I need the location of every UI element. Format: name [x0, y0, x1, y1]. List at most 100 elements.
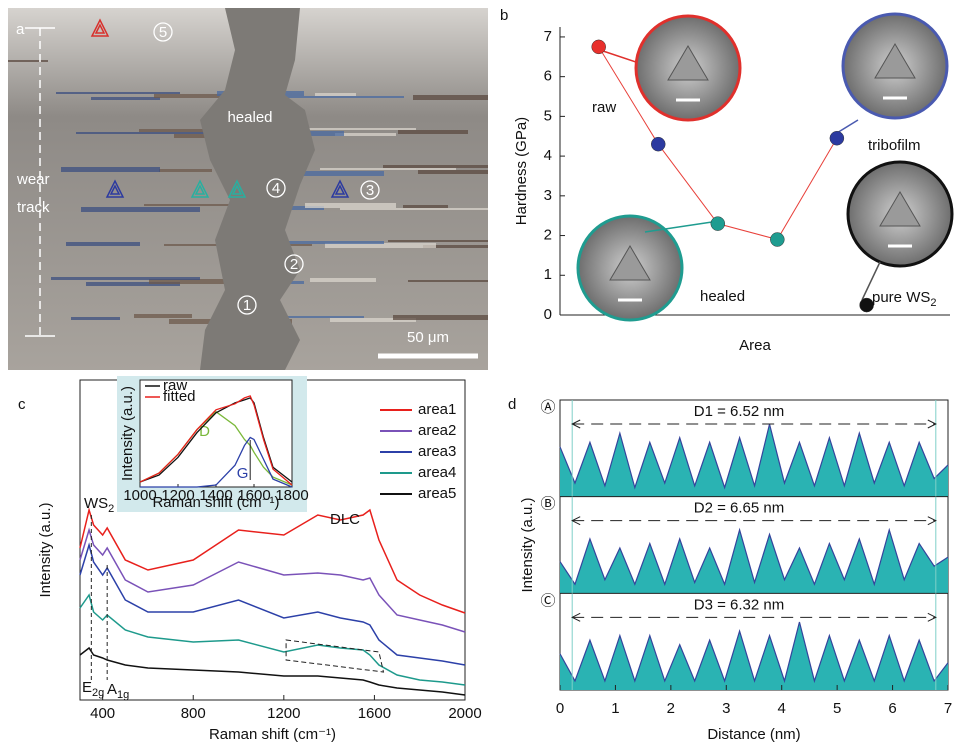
panel-label: c	[18, 396, 26, 413]
wear-streak	[388, 240, 488, 242]
spacing-label: D2 = 6.65 nm	[694, 500, 784, 517]
spacing-label: D3 = 6.32 nm	[694, 596, 784, 613]
y-tick-label: 0	[544, 306, 552, 323]
data-point	[770, 233, 784, 247]
spectrum-line	[80, 648, 465, 695]
x-tick-label: 1	[611, 700, 619, 717]
profile-area	[560, 530, 948, 593]
profile-label: Ⓒ	[540, 592, 555, 609]
wear-streak	[320, 168, 456, 170]
annotation: DLC	[330, 511, 360, 528]
spectrum-line	[80, 510, 465, 613]
y-tick-label: 1	[544, 266, 552, 283]
wear-streak	[159, 169, 212, 172]
wear-streak	[310, 278, 376, 282]
annotation-sub: 2	[930, 297, 936, 309]
image-label: healed	[227, 109, 272, 126]
x-tick-label: 400	[90, 705, 115, 722]
x-tick-label: 1600	[358, 705, 391, 722]
profile-label: Ⓑ	[540, 496, 555, 513]
dlc-box	[286, 640, 383, 672]
x-tick-label: 6	[888, 700, 896, 717]
annotation-main: E	[82, 679, 92, 696]
x-tick-label: 7	[944, 700, 952, 717]
wear-streak	[134, 314, 192, 318]
wear-streak	[61, 167, 160, 172]
wear-streak	[66, 242, 140, 246]
y-axis-title: Intensity (a.u.)	[519, 497, 536, 592]
y-tick-label: 2	[544, 227, 552, 244]
x-tick-label: 2000	[448, 705, 481, 722]
image-label: wear	[16, 171, 50, 188]
profile-label: Ⓐ	[540, 399, 555, 416]
wear-streak	[335, 133, 396, 136]
spacing-label: D1 = 6.52 nm	[694, 403, 784, 420]
panel-label: d	[508, 396, 516, 413]
y-tick-label: 6	[544, 68, 552, 85]
legend-label: area1	[418, 401, 456, 418]
data-point	[711, 217, 725, 231]
scale-bar-label: 50 μm	[407, 329, 449, 346]
y-tick-label: 3	[544, 187, 552, 204]
x-tick-label: 2	[667, 700, 675, 717]
wear-streak	[408, 280, 488, 282]
wear-streak	[305, 203, 396, 208]
annotation: WS2	[84, 495, 114, 515]
wear-streak	[413, 95, 488, 100]
wear-streak	[76, 132, 220, 134]
annotation: tribofilm	[868, 137, 921, 154]
wear-streak	[81, 207, 200, 212]
x-axis-title: Distance (nm)	[707, 726, 800, 743]
x-tick-label: 4	[778, 700, 786, 717]
annotation: A1g	[107, 681, 129, 701]
wear-streak	[71, 317, 120, 320]
panel-label: b	[500, 7, 508, 24]
annotation-sub: 2g	[92, 687, 104, 699]
legend-label: area5	[418, 485, 456, 502]
x-axis-title: Area	[739, 337, 771, 354]
wear-streak	[418, 170, 488, 174]
x-tick-label: 0	[556, 700, 564, 717]
annotation-main: healed	[700, 288, 745, 305]
spectrum-line	[80, 595, 465, 685]
annotation-main: raw	[592, 99, 616, 116]
x-tick-label: 1200	[267, 705, 300, 722]
wear-streak	[91, 97, 160, 100]
data-point	[592, 40, 606, 54]
y-axis-title: Hardness (GPa)	[513, 117, 530, 225]
legend-label: area2	[418, 422, 456, 439]
wear-streak	[8, 60, 48, 62]
x-tick-label: 3	[722, 700, 730, 717]
x-axis-title: Raman shift (cm⁻¹)	[152, 494, 279, 511]
y-tick-label: 7	[544, 28, 552, 45]
annotation: pure WS2	[872, 289, 936, 309]
x-tick-label: 800	[181, 705, 206, 722]
annotation: E2g	[82, 679, 104, 699]
wear-streak	[56, 92, 180, 94]
wear-streak	[403, 205, 448, 208]
x-tick-label: 1800	[275, 487, 308, 504]
annotation-main: tribofilm	[868, 137, 921, 154]
annotation-main: pure WS	[872, 289, 930, 306]
y-tick-label: 4	[544, 147, 552, 164]
component-label: G	[237, 465, 249, 482]
annotation-main: WS	[84, 495, 108, 512]
wear-streak	[300, 128, 416, 130]
x-axis-title: Raman shift (cm⁻¹)	[209, 726, 336, 743]
wear-streak	[340, 208, 488, 210]
x-tick-label: 5	[833, 700, 841, 717]
spectrum-line	[80, 530, 465, 632]
area-marker: 5	[159, 24, 167, 41]
legend-label: fitted	[163, 388, 196, 405]
figure: ahealedweartrack5432150 μmb01234567Hardn…	[0, 0, 957, 747]
image-label: track	[17, 199, 50, 216]
y-axis-title: Intensity (a.u.)	[37, 502, 54, 597]
inset-arrow	[600, 50, 636, 62]
annotation-sub: 2	[108, 503, 114, 515]
wear-streak	[393, 315, 488, 320]
y-tick-label: 5	[544, 107, 552, 124]
annotation-sub: 1g	[117, 689, 129, 701]
spectrum-line	[80, 545, 465, 665]
annotation-main: DLC	[330, 511, 360, 528]
wear-streak	[398, 130, 468, 134]
